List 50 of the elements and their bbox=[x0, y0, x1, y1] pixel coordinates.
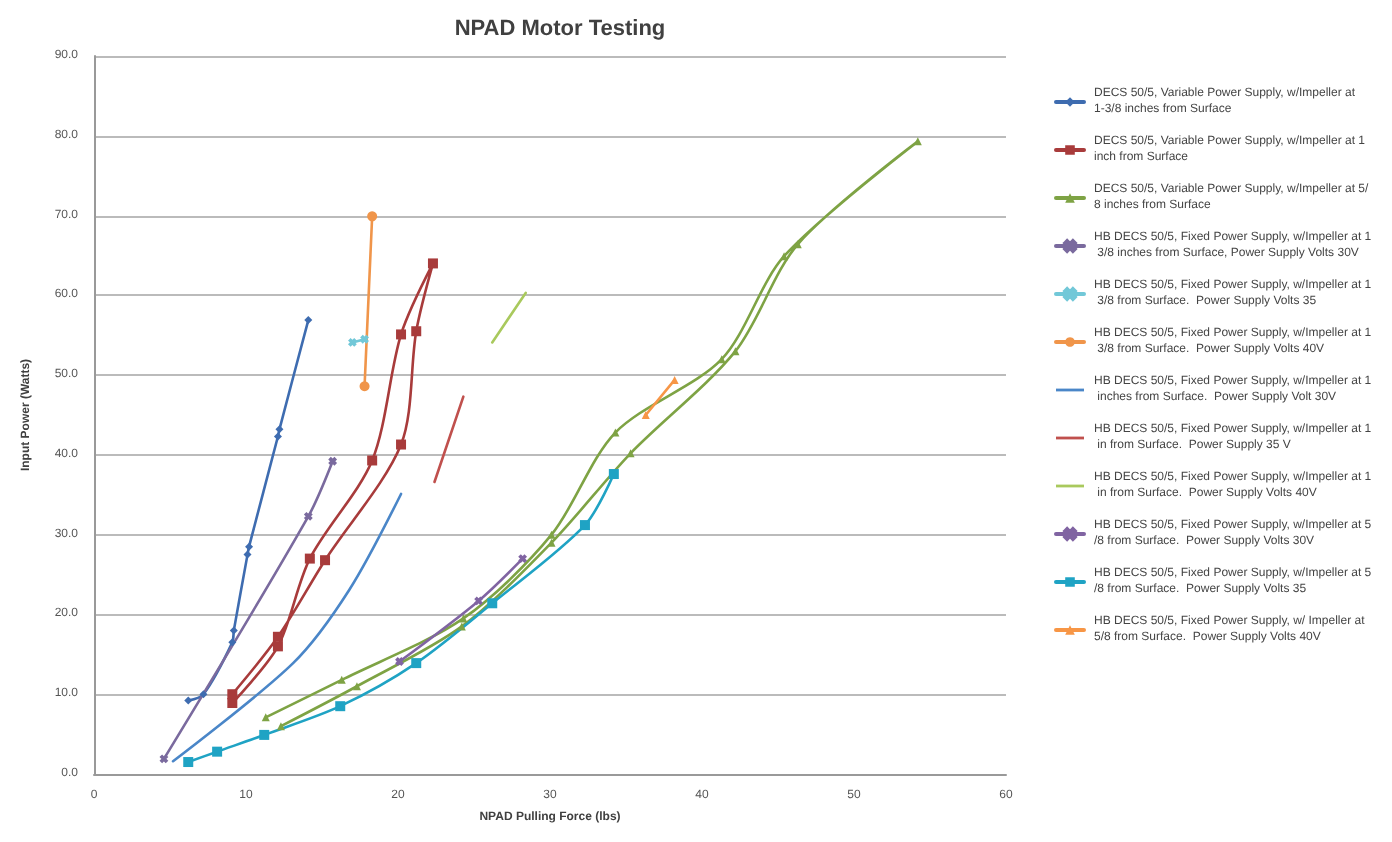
point bbox=[276, 722, 285, 731]
point bbox=[272, 641, 283, 652]
point bbox=[304, 553, 315, 564]
point bbox=[229, 626, 238, 635]
point bbox=[579, 520, 590, 531]
point bbox=[547, 538, 556, 547]
point bbox=[199, 690, 208, 699]
point bbox=[227, 689, 238, 700]
point bbox=[304, 316, 313, 325]
point bbox=[395, 657, 404, 666]
point bbox=[245, 542, 254, 551]
point bbox=[184, 696, 193, 705]
point bbox=[427, 258, 438, 269]
point bbox=[183, 757, 194, 768]
line-series bbox=[171, 492, 403, 763]
point bbox=[228, 638, 237, 647]
point bbox=[626, 449, 635, 458]
point bbox=[348, 338, 357, 347]
point bbox=[411, 658, 422, 669]
point bbox=[212, 746, 223, 757]
point bbox=[272, 631, 283, 642]
point bbox=[159, 754, 168, 763]
point bbox=[337, 675, 346, 684]
point bbox=[367, 455, 378, 466]
point bbox=[352, 682, 361, 691]
line-series bbox=[261, 137, 922, 731]
point bbox=[273, 432, 282, 441]
point bbox=[367, 211, 378, 222]
point bbox=[608, 469, 619, 480]
point bbox=[227, 698, 238, 708]
point bbox=[359, 381, 370, 392]
point bbox=[611, 428, 620, 437]
point bbox=[335, 701, 346, 712]
point bbox=[780, 252, 789, 261]
point bbox=[731, 347, 740, 356]
point bbox=[243, 550, 252, 559]
point bbox=[487, 598, 498, 609]
point bbox=[518, 554, 527, 563]
point bbox=[259, 729, 270, 740]
point bbox=[474, 596, 483, 605]
point bbox=[396, 439, 407, 450]
point bbox=[360, 335, 369, 344]
point bbox=[304, 512, 313, 521]
point bbox=[275, 425, 284, 434]
point bbox=[547, 530, 556, 539]
point bbox=[396, 329, 407, 340]
point bbox=[411, 326, 422, 337]
point bbox=[320, 555, 331, 566]
chart-title: NPAD Motor Testing bbox=[454, 17, 666, 41]
point bbox=[328, 457, 337, 466]
